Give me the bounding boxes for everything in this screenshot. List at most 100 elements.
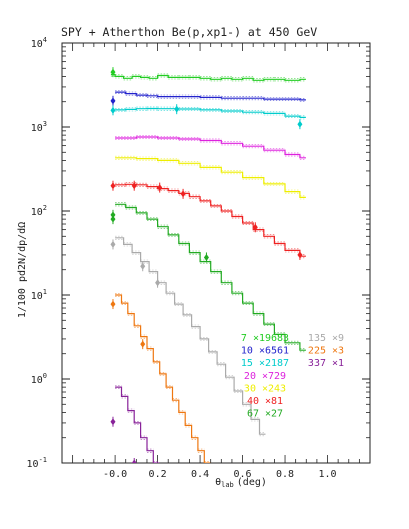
data-point (110, 97, 116, 105)
y-axis-label: 1/100 pd2N/dp/dΩ (17, 222, 28, 318)
data-point (297, 251, 303, 259)
y-tick-label: 10-1 (27, 456, 47, 470)
series-line (115, 107, 306, 118)
y-tick-label-base: 10 (31, 375, 43, 386)
data-point (110, 182, 116, 190)
plot-border (61, 42, 371, 464)
data-point (140, 262, 146, 270)
legend-entry: 7 ×19683 (241, 333, 289, 344)
y-tick-label-base: 10 (31, 207, 43, 218)
y-tick-label-base: 10 (31, 39, 43, 50)
y-tick-label: 103 (31, 120, 47, 134)
series-error-band (115, 90, 306, 102)
y-tick-label-exponent: 1 (43, 288, 47, 296)
series-layer (110, 67, 306, 463)
legend-entry-number: 30 (244, 383, 262, 394)
legend-entry-number: 135 (308, 333, 332, 344)
y-tick-label-exponent: 2 (43, 204, 47, 212)
legend-entry: 337 ×1 (308, 358, 344, 369)
series-line (115, 183, 306, 257)
data-point (140, 340, 146, 348)
series-5 (110, 180, 306, 260)
series-line (110, 74, 306, 81)
legend-entry-number: 225 (308, 346, 332, 357)
y-tick-label-base: 10 (31, 123, 43, 134)
series-error-band (115, 385, 160, 462)
data-point (157, 184, 163, 192)
series-8 (110, 293, 211, 463)
series-9 (110, 385, 160, 463)
series-6 (110, 202, 306, 353)
data-point (110, 106, 116, 114)
x-axis-label-sub: lab (221, 481, 234, 489)
legend-entry-factor: ×9 (332, 333, 344, 344)
series-line (115, 136, 306, 159)
x-tick-label: -0.0 (103, 469, 127, 480)
data-point (155, 279, 161, 287)
y-tick-label-base: 10 (31, 291, 43, 302)
legend-entry: 40 ×81 (247, 396, 283, 407)
plot-frame (61, 42, 371, 464)
series-error-band (115, 155, 306, 200)
series-error-band (115, 202, 306, 353)
legend-entry-factor: ×243 (262, 383, 286, 394)
series-2 (110, 104, 306, 130)
legend-entry-factor: ×27 (265, 409, 283, 420)
series-line (115, 203, 306, 351)
series-0 (110, 67, 306, 83)
y-tick-label-exponent: 3 (43, 120, 47, 128)
legend-entry: 15 ×2187 (241, 358, 289, 369)
y-tick-label-base: 10 (27, 459, 39, 470)
legend-entry-factor: ×6561 (259, 346, 289, 357)
series-error-band (115, 235, 266, 437)
x-axis: -0.0 0.2 0.4 0.6 0.8 1.0 (72, 43, 360, 480)
data-point (110, 240, 116, 248)
data-point (180, 190, 186, 198)
legend-entry: 20 ×729 (244, 371, 286, 382)
x-tick-label: 0.8 (276, 469, 294, 480)
legend-entry-number: 40 (247, 396, 265, 407)
data-point (203, 253, 209, 261)
x-tick-label: 0.6 (234, 469, 252, 480)
series-error-band (115, 106, 306, 120)
series-3 (115, 135, 306, 160)
x-tick-label: 1.0 (318, 469, 336, 480)
x-axis-label-unit: (deg) (237, 477, 267, 488)
y-tick-label: 101 (31, 288, 47, 302)
legend-entry-factor: ×2187 (259, 358, 289, 369)
x-axis-label-main: θ (215, 477, 221, 488)
data-point (252, 223, 258, 231)
legend-entry-number: 10 (241, 346, 259, 357)
legend-entry-factor: ×1 (332, 358, 344, 369)
data-point (174, 105, 180, 113)
legend-entry-number: 67 (247, 409, 265, 420)
legend-entry: 10 ×6561 (241, 346, 289, 357)
y-tick-label-exponent: 4 (43, 36, 47, 44)
series-line (115, 157, 306, 198)
series-7 (110, 235, 266, 437)
legend-entry-factor: ×81 (265, 396, 283, 407)
series-error-band (115, 293, 211, 462)
legend-entry: 30 ×243 (244, 383, 286, 394)
y-tick-label-exponent: 0 (43, 372, 47, 380)
x-axis-label: θlab (deg) (215, 477, 267, 489)
data-point (110, 215, 116, 223)
series-line (115, 294, 211, 463)
series-line (115, 91, 306, 101)
y-tick-label: 100 (31, 372, 47, 386)
legend-entry: 67 ×27 (247, 409, 283, 420)
series-error-band (110, 72, 306, 83)
legend-entry-factor: ×729 (262, 371, 286, 382)
series-4 (115, 155, 306, 200)
data-point (131, 182, 137, 190)
x-tick-label: 0.4 (191, 469, 209, 480)
chart-title: SPY + Atherthon Be(p,xp1-) at 450 GeV (61, 25, 317, 39)
y-tick-label: 102 (31, 204, 47, 218)
data-point (131, 459, 137, 463)
legend-entry-number: 15 (241, 358, 259, 369)
series-line (115, 386, 160, 463)
